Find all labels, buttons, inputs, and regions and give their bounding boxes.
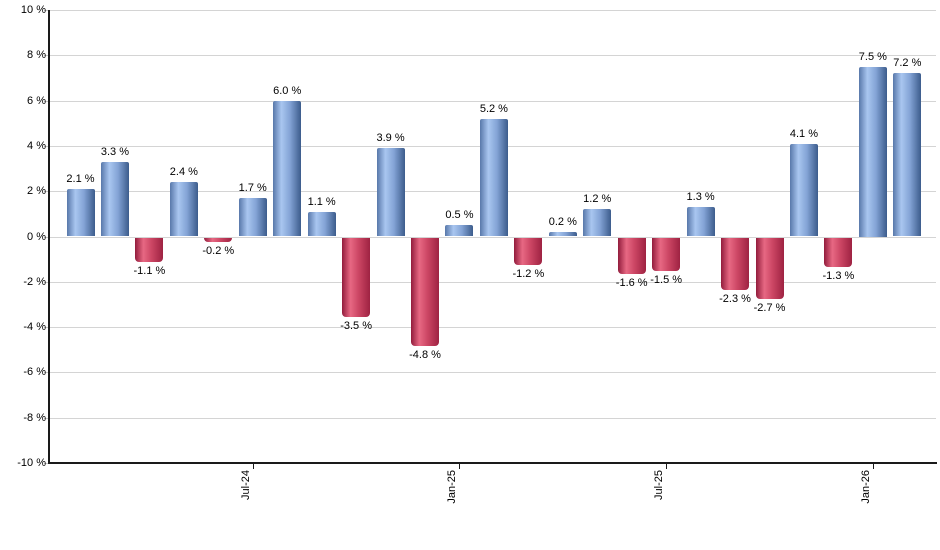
y-tick-label: 8 % [27,49,46,61]
x-tick-mark [253,463,254,469]
y-tick-label: -2 % [23,276,46,288]
bar [789,143,818,237]
bar-value-label: 0.2 % [548,215,577,228]
bar [135,237,164,263]
bar [273,100,302,237]
bar-value-label: 3.9 % [376,132,405,145]
y-tick-label: 0 % [27,231,46,243]
bar [824,237,853,267]
x-tick-label: Jan-26 [860,470,872,504]
x-tick-label: Jul-24 [240,470,252,500]
bar-value-label: 1.3 % [686,191,715,204]
y-tick-label: -6 % [23,366,46,378]
bar-value-label: -0.2 % [202,245,235,258]
y-tick-label: 2 % [27,185,46,197]
bar-value-label: -1.1 % [133,265,166,278]
x-tick-label: Jul-25 [653,470,665,500]
bar-value-label: -4.8 % [409,349,441,362]
x-axis-line [48,462,937,464]
bar-value-label: -1.5 % [650,274,683,287]
y-tick-label: 4 % [27,140,46,152]
y-gridline [49,327,936,328]
bar [755,237,784,299]
bar [583,209,612,237]
bar-value-label: -2.7 % [753,301,786,314]
bar [307,211,336,237]
y-tick-mark [44,10,49,11]
bar-value-label: -3.5 % [340,319,372,332]
y-tick-label: 6 % [27,95,46,107]
bar-value-label: 7.2 % [893,57,922,70]
bar-value-label: 7.5 % [858,50,887,63]
x-tick-mark [666,463,667,469]
bar [548,231,577,237]
y-tick-label: -10 % [17,457,46,469]
bar [652,237,681,272]
bar [204,237,233,243]
y-gridline [49,237,936,238]
y-tick-mark [44,418,49,419]
bar-value-label: 1.2 % [583,193,612,206]
y-axis-line [48,10,50,464]
bar [445,225,474,237]
bar-value-label: -1.6 % [615,276,648,289]
bar-value-label: 1.1 % [307,195,336,208]
y-gridline [49,55,936,56]
y-tick-label: -8 % [23,412,46,424]
x-tick-mark [459,463,460,469]
y-gridline [49,10,936,11]
bar-value-label: 2.1 % [66,172,95,185]
bar [376,148,405,237]
bar-value-label: 5.2 % [479,102,508,115]
y-tick-label: 10 % [20,4,46,16]
y-tick-mark [44,55,49,56]
bar [514,237,543,265]
bar-value-label: 1.7 % [238,181,267,194]
bar [893,73,922,237]
x-tick-mark [873,463,874,469]
bar [342,237,371,317]
y-tick-mark [44,327,49,328]
y-tick-mark [44,101,49,102]
y-tick-mark [44,282,49,283]
bar-value-label: 6.0 % [273,84,302,97]
bar [479,118,508,237]
bar [686,207,715,237]
bar [858,66,887,237]
y-tick-mark [44,463,49,464]
bar-value-label: -2.3 % [719,292,751,305]
bar [238,197,267,237]
bar-value-label: 4.1 % [789,127,819,140]
bar-value-label: -1.2 % [512,267,545,280]
bar-value-label: -1.3 % [822,269,855,282]
bar-value-label: 2.4 % [169,166,198,179]
bar [66,188,95,237]
y-gridline [49,282,936,283]
bar-value-label: 3.3 % [100,145,130,158]
y-tick-mark [44,146,49,147]
y-tick-mark [44,237,49,238]
x-tick-label: Jan-25 [446,470,458,504]
bar [721,237,750,290]
bar [169,182,198,237]
y-gridline [49,101,936,102]
y-tick-label: -4 % [23,321,46,333]
y-tick-mark [44,191,49,192]
bar-value-label: 0.5 % [445,209,474,222]
bar [617,237,646,274]
bar [100,161,129,237]
y-gridline [49,418,936,419]
y-tick-mark [44,372,49,373]
bar [411,237,439,347]
y-gridline [49,372,936,373]
